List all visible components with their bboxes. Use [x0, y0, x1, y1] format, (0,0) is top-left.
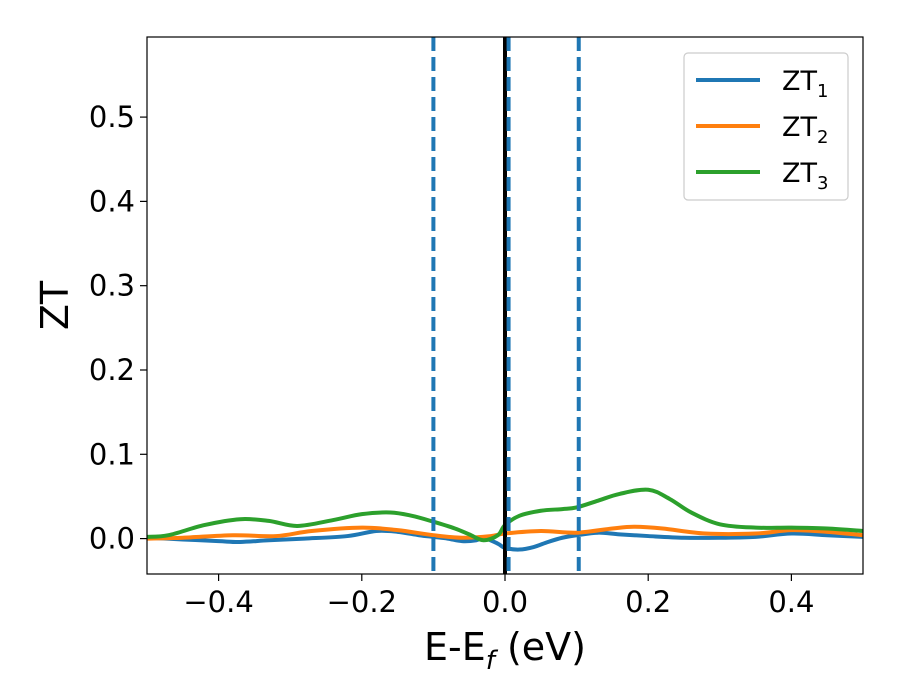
- legend-label-1: ZT1: [782, 66, 828, 102]
- legend-box: [683, 52, 849, 201]
- y-tick-label: 0.4: [89, 184, 135, 218]
- y-tick-label: 0.0: [89, 522, 135, 556]
- legend-label-2: ZT2: [782, 112, 828, 148]
- y-tick-label: 0.2: [89, 353, 135, 387]
- x-tick-label: 0.4: [768, 585, 814, 619]
- series-line-1: [147, 528, 863, 552]
- x-tick-label: −0.4: [183, 585, 253, 619]
- axes: −0.4 −0.2 0.0 0.2 0.4 0.0 0.1 0.2 0.3 0.4 0.5 E-Ef …: [33, 36, 864, 676]
- y-tick-label: 0.3: [89, 269, 135, 303]
- series-line-3: [147, 487, 863, 543]
- legend: ZT1 ZT2 ZT3: [683, 52, 849, 201]
- plot-area: [147, 37, 863, 574]
- x-tick-label: 0.0: [482, 585, 528, 619]
- y-tick-label: 0.1: [89, 437, 135, 471]
- plot-clip-group: [147, 37, 863, 574]
- x-tick-label: 0.2: [625, 585, 671, 619]
- y-axis-label: ZT: [33, 280, 77, 330]
- y-tick-label: 0.5: [89, 100, 135, 134]
- legend-label-3: ZT3: [782, 158, 828, 194]
- x-axis-label: E-Ef (eV): [424, 625, 586, 676]
- x-tick-label: −0.2: [327, 585, 397, 619]
